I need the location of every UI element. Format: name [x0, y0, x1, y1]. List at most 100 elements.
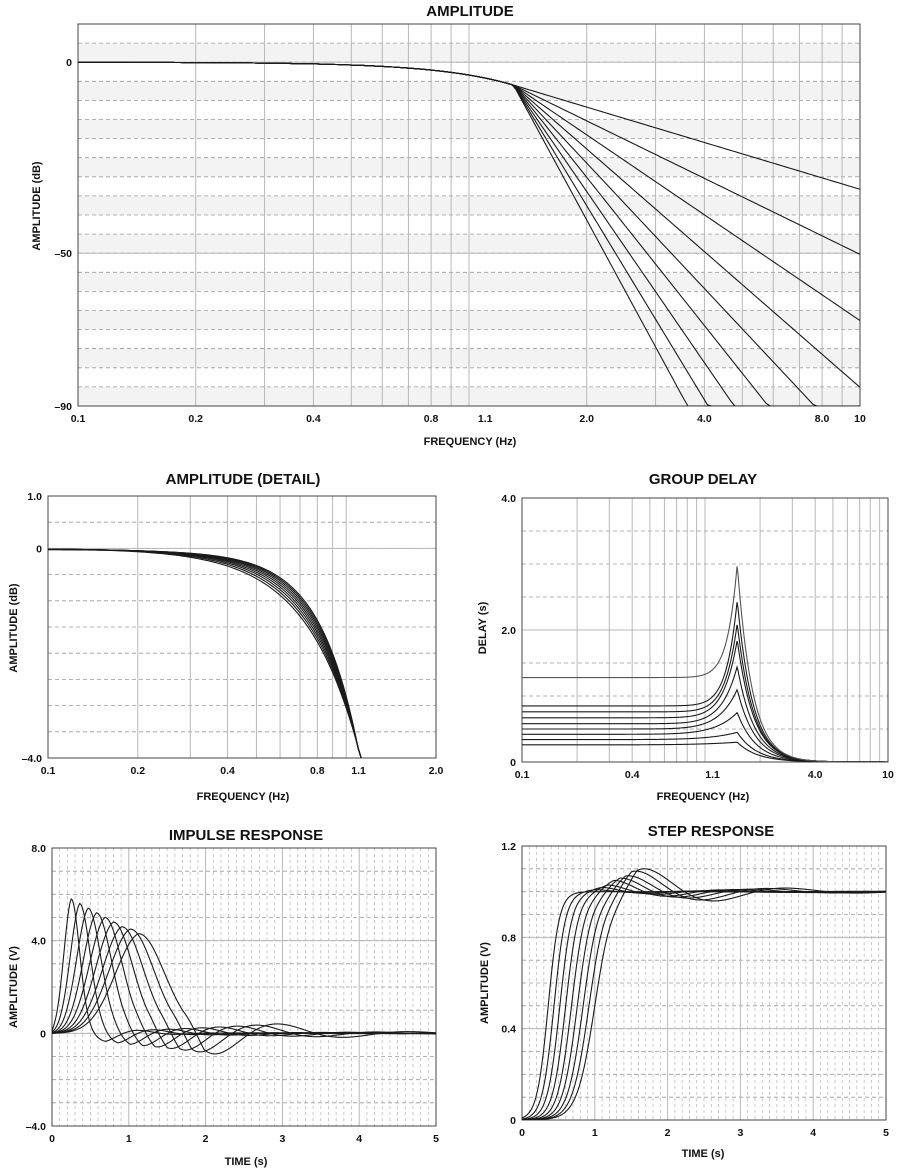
amplitude-detail-x-tick-label: 0.2	[130, 765, 145, 777]
step-x-tick-label: 2	[665, 1127, 671, 1139]
amplitude-x-tick-label: 4.0	[697, 413, 712, 425]
amplitude-x-tick-label: 0.8	[424, 413, 439, 425]
step-y-tick-label: 1.2	[501, 841, 516, 853]
step-y-tick-label: 0	[510, 1115, 516, 1127]
impulse-response-panel: IMPULSE RESPONSE TIME (s) AMPLITUDE (V) …	[8, 827, 439, 1168]
amplitude-detail-ylabel: AMPLITUDE (dB)	[8, 583, 20, 673]
amplitude-detail-series-line	[48, 549, 362, 758]
impulse-y-tick-label: 0	[40, 1028, 46, 1040]
step-x-tick-label: 5	[883, 1127, 889, 1139]
step-x-tick-label: 3	[737, 1127, 743, 1139]
amplitude-detail-panel: AMPLITUDE (DETAIL) FREQUENCY (Hz) AMPLIT…	[8, 471, 443, 803]
impulse-x-tick-label: 0	[49, 1133, 55, 1145]
step-series-line	[522, 868, 886, 1120]
impulse-curves	[52, 898, 436, 1055]
group-delay-plot-frame	[521, 497, 889, 763]
impulse-series-line	[52, 933, 436, 1055]
group-delay-xlabel: FREQUENCY (Hz)	[657, 791, 750, 803]
step-x-tick-label: 4	[810, 1127, 816, 1139]
impulse-y-tick-label: –4.0	[26, 1121, 47, 1133]
amplitude-detail-series-line	[48, 548, 362, 758]
amplitude-detail-x-tick-label: 0.1	[41, 765, 56, 777]
impulse-x-tick-label: 3	[279, 1133, 285, 1145]
amplitude-x-tick-label: 1.1	[478, 413, 493, 425]
amplitude-detail-ticks: 0.1 0.2 0.4 0.8 1.1 2.0 1.0 0 –4.0	[22, 491, 444, 777]
amplitude-x-tick-label: 2.0	[579, 413, 594, 425]
impulse-series-line	[52, 921, 436, 1049]
amplitude-plot-frame	[77, 23, 861, 407]
impulse-x-tick-label: 2	[203, 1133, 209, 1145]
amplitude-x-tick-label: 0.1	[71, 413, 86, 425]
amplitude-panel: AMPLITUDE FREQUENCY (Hz) AMPLITUDE (dB) …	[31, 3, 866, 448]
amplitude-detail-series-line	[48, 548, 362, 758]
amplitude-detail-plot-frame	[47, 495, 437, 759]
step-y-tick-label: 0.4	[501, 1024, 516, 1036]
amplitude-curves	[78, 61, 860, 406]
step-plot-frame	[521, 845, 887, 1121]
impulse-y-tick-label: 8.0	[31, 843, 46, 855]
group-delay-x-tick-label: 0.1	[515, 769, 530, 781]
step-ylabel: AMPLITUDE (V)	[479, 942, 491, 1024]
group-delay-curves	[522, 566, 888, 762]
step-x-tick-label: 1	[592, 1127, 598, 1139]
group-delay-panel: GROUP DELAY FREQUENCY (Hz) DELAY (s) 0.1…	[477, 471, 894, 803]
impulse-x-tick-label: 1	[126, 1133, 132, 1145]
step-response-panel: STEP RESPONSE TIME (s) AMPLITUDE (V) 0 1 2…	[479, 823, 889, 1160]
group-delay-title: GROUP DELAY	[649, 471, 757, 488]
step-title: STEP RESPONSE	[648, 823, 774, 840]
group-delay-y-tick-label: 0	[510, 757, 516, 769]
amplitude-title: AMPLITUDE	[426, 3, 514, 20]
amplitude-detail-y-tick-label: 1.0	[27, 491, 42, 503]
amplitude-detail-x-tick-label: 2.0	[429, 765, 444, 777]
impulse-xlabel: TIME (s)	[225, 1156, 268, 1168]
impulse-plot-frame	[51, 847, 437, 1127]
impulse-ticks: 0 1 2 3 4 5–4.004.08.0	[26, 843, 440, 1145]
amplitude-detail-y-tick-label: 0	[36, 543, 42, 555]
amplitude-x-tick-label: 0.2	[188, 413, 203, 425]
impulse-series-line	[52, 926, 436, 1051]
group-delay-series-line	[522, 566, 888, 762]
amplitude-detail-title: AMPLITUDE (DETAIL)	[166, 471, 321, 488]
amplitude-x-tick-label: 0.4	[306, 413, 321, 425]
group-delay-y-tick-label: 2.0	[501, 625, 516, 637]
step-xlabel: TIME (s)	[682, 1148, 725, 1160]
amplitude-detail-curves	[48, 548, 362, 758]
group-delay-ylabel: DELAY (s)	[477, 601, 489, 654]
impulse-x-tick-label: 4	[356, 1133, 362, 1145]
amplitude-y-tick-label: –50	[54, 248, 72, 260]
amplitude-ylabel: AMPLITUDE (dB)	[31, 161, 43, 251]
amplitude-detail-y-tick-label: –4.0	[22, 753, 43, 765]
group-delay-grid	[521, 497, 889, 763]
impulse-x-tick-label: 5	[433, 1133, 439, 1145]
group-delay-ticks: 0.1 0.4 1.1 4.0 10 0 2.0 4.0	[501, 493, 894, 781]
amplitude-xlabel: FREQUENCY (Hz)	[424, 436, 517, 448]
amplitude-detail-series-line	[48, 548, 362, 758]
amplitude-x-tick-label: 10	[854, 413, 866, 425]
group-delay-x-tick-label: 10	[882, 769, 894, 781]
step-x-tick-label: 0	[519, 1127, 525, 1139]
amplitude-detail-grid	[47, 495, 437, 759]
amplitude-detail-x-tick-label: 1.1	[351, 765, 366, 777]
impulse-title: IMPULSE RESPONSE	[169, 827, 323, 844]
amplitude-grid	[77, 23, 861, 407]
amplitude-y-tick-label: 0	[66, 57, 72, 69]
step-curves	[522, 868, 886, 1120]
step-series-line	[522, 879, 886, 1120]
amplitude-detail-xlabel: FREQUENCY (Hz)	[197, 791, 290, 803]
group-delay-y-tick-label: 4.0	[501, 493, 516, 505]
amplitude-ticks: 0.1 0.2 0.4 0.8 1.1 2.0 4.0 8.0 10 0 –50 –90	[54, 57, 866, 425]
amplitude-x-tick-label: 8.0	[815, 413, 830, 425]
amplitude-detail-x-tick-label: 0.4	[220, 765, 235, 777]
group-delay-x-tick-label: 4.0	[808, 769, 823, 781]
impulse-series-line	[52, 902, 436, 1044]
impulse-series-line	[52, 928, 436, 1053]
impulse-y-tick-label: 4.0	[31, 936, 46, 948]
step-ticks: 0 1 2 3 4 5 0 0.4 0.8 1.2	[501, 841, 889, 1139]
group-delay-x-tick-label: 0.4	[625, 769, 640, 781]
amplitude-detail-x-tick-label: 0.8	[310, 765, 325, 777]
group-delay-x-tick-label: 1.1	[705, 769, 720, 781]
impulse-ylabel: AMPLITUDE (V)	[8, 946, 20, 1028]
step-y-tick-label: 0.8	[501, 932, 516, 944]
amplitude-y-tick-label: –90	[54, 401, 72, 413]
